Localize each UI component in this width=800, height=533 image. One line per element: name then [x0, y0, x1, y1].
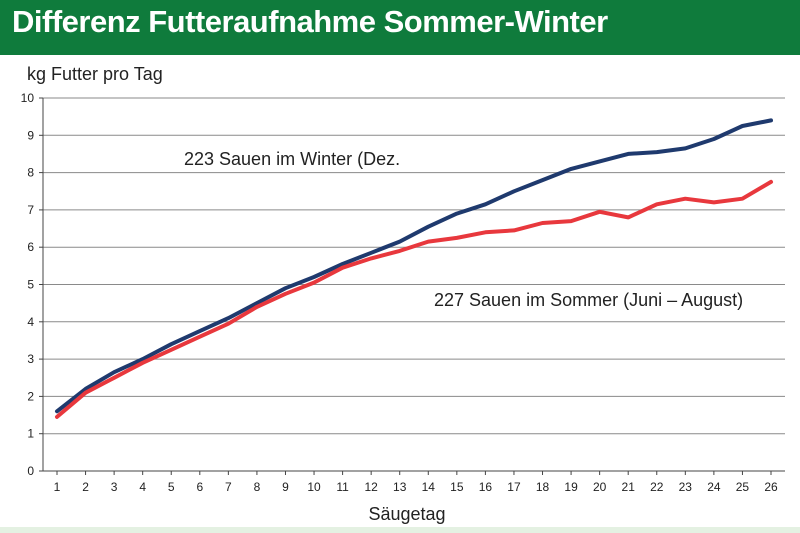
y-tick-labels: 0 1 2 3 4 5 6 7 8 9 10 [21, 91, 35, 478]
y-tick-label-0: 0 [27, 464, 34, 478]
x-tick-label-9: 9 [282, 480, 289, 494]
x-tick-label-21: 21 [622, 480, 636, 494]
x-tick-label-8: 8 [254, 480, 261, 494]
y-tick-label-6: 6 [27, 240, 34, 254]
x-tick-label-11: 11 [336, 480, 349, 494]
x-tick-label-3: 3 [111, 480, 118, 494]
x-tick-label-18: 18 [536, 480, 550, 494]
y-tick-label-5: 5 [27, 278, 34, 292]
x-tick-label-1: 1 [54, 480, 61, 494]
chart-title: Differenz Futteraufnahme Sommer-Winter [12, 4, 608, 39]
y-tick-label-4: 4 [27, 315, 34, 329]
x-tick-label-15: 15 [450, 480, 464, 494]
y-tick-label-7: 7 [27, 203, 34, 217]
x-axis-title: Säugetag [368, 504, 445, 524]
axes [39, 97, 785, 475]
x-tick-label-12: 12 [364, 480, 378, 494]
x-tick-label-23: 23 [679, 480, 693, 494]
y-tick-label-2: 2 [27, 389, 34, 403]
x-tick-label-14: 14 [422, 480, 436, 494]
x-tick-labels: 1 2 3 4 5 6 7 8 9 10 11 12 13 14 15 16 17 18 19 20 21 22 23 24 2… [54, 480, 778, 494]
y-axis-title: kg Futter pro Tag [27, 64, 163, 84]
plot-panel [0, 55, 800, 527]
x-tick-label-19: 19 [564, 480, 578, 494]
x-tick-label-16: 16 [479, 480, 493, 494]
x-tick-label-5: 5 [168, 480, 175, 494]
series-line-summer [55, 179, 773, 419]
y-tick-label-8: 8 [27, 166, 34, 180]
title-bar: Differenz Futteraufnahme Sommer-Winter [0, 0, 800, 55]
x-tick-label-17: 17 [507, 480, 521, 494]
bottom-strip [0, 527, 800, 533]
x-tick-label-13: 13 [393, 480, 407, 494]
y-tick-label-9: 9 [27, 128, 34, 142]
x-tick-label-25: 25 [736, 480, 750, 494]
x-tick-label-22: 22 [650, 480, 664, 494]
x-tick-label-7: 7 [225, 480, 232, 494]
x-tick-label-2: 2 [82, 480, 89, 494]
series-label-summer: 227 Sauen im Sommer (Juni – August) [434, 290, 743, 310]
x-tick-label-6: 6 [196, 480, 203, 494]
x-tick-label-26: 26 [764, 480, 778, 494]
grid-lines [43, 97, 785, 435]
series-line-winter [55, 118, 773, 414]
y-tick-label-3: 3 [27, 352, 34, 366]
x-tick-label-10: 10 [307, 480, 321, 494]
y-tick-label-1: 1 [27, 427, 34, 441]
series-label-winter: 223 Sauen im Winter (Dez. [184, 149, 400, 169]
x-tick-label-20: 20 [593, 480, 607, 494]
series-lines [55, 118, 773, 419]
x-tick-label-4: 4 [139, 480, 146, 494]
x-tick-label-24: 24 [707, 480, 721, 494]
y-tick-label-10: 10 [21, 91, 35, 105]
